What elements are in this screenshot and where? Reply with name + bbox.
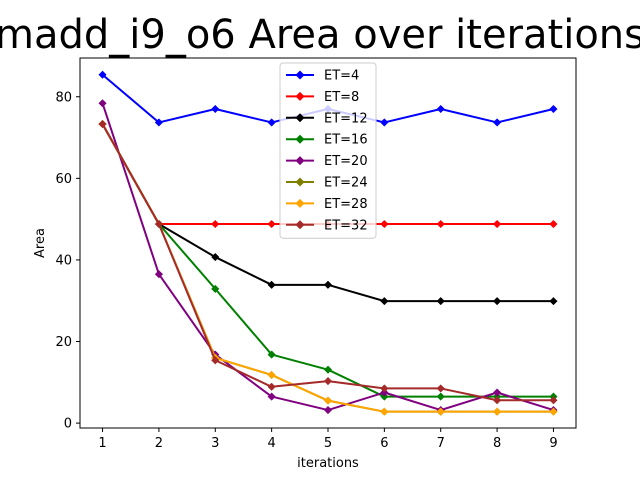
legend-label: ET=28 [324, 197, 368, 212]
data-point [98, 99, 107, 108]
data-point [267, 219, 276, 229]
data-point [323, 376, 333, 386]
x-tick-label: 2 [155, 436, 163, 451]
y-tick-label: 60 [55, 172, 72, 187]
y-axis: 0 20 40 60 80 [55, 90, 80, 432]
x-tick-label: 7 [437, 436, 445, 451]
data-point [436, 296, 445, 306]
data-point [380, 118, 389, 127]
y-tick-label: 20 [55, 335, 72, 350]
legend-marker [295, 70, 305, 80]
y-tick-label: 40 [55, 253, 72, 268]
x-tick-label: 8 [493, 436, 501, 451]
data-point [154, 219, 164, 229]
legend-label: ET=20 [324, 154, 368, 169]
data-point [492, 219, 502, 229]
legend-marker [295, 220, 305, 230]
legend-entry: ET=32 [286, 218, 368, 233]
legend-label: ET=8 [324, 90, 359, 105]
x-tick-label: 4 [267, 436, 275, 451]
data-point [98, 70, 107, 79]
data-point [380, 296, 389, 306]
data-point [267, 392, 276, 401]
legend-label: ET=4 [324, 69, 359, 84]
legend-marker [295, 113, 305, 123]
legend-entry: ET=24 [286, 176, 368, 191]
legend-label: ET=32 [324, 218, 368, 233]
legend-label: ET=12 [324, 111, 368, 126]
data-point [323, 280, 333, 289]
data-point [380, 407, 389, 416]
data-point [492, 118, 502, 127]
y-axis-label: Area [33, 228, 48, 258]
data-point [98, 119, 107, 129]
data-point [267, 370, 276, 380]
data-point [492, 396, 502, 405]
data-point [380, 219, 389, 229]
data-point [436, 104, 445, 114]
data-point [211, 284, 220, 294]
data-point [323, 405, 333, 415]
data-point [154, 270, 164, 279]
legend-marker [295, 198, 305, 208]
y-tick-label: 0 [64, 417, 72, 432]
data-point [323, 396, 333, 405]
data-point [436, 384, 445, 393]
x-tick-label: 6 [380, 436, 388, 451]
legend-marker [295, 156, 305, 166]
legend: ET=4 ET=8 ET=12 ET=16 ET=20 ET=24 ET=28 ET=32 [279, 62, 377, 239]
legend-entry: ET=4 [286, 69, 359, 84]
data-point [492, 296, 502, 306]
x-axis: 1 2 3 4 5 6 7 8 9 [98, 428, 558, 451]
data-point [436, 392, 445, 401]
data-point [323, 365, 333, 374]
x-tick-label: 1 [98, 436, 106, 451]
data-point [436, 407, 445, 416]
data-point [267, 280, 276, 289]
x-tick-label: 3 [211, 436, 219, 451]
legend-entry: ET=8 [286, 90, 359, 105]
data-point [549, 407, 558, 416]
data-point [154, 118, 164, 127]
data-point [492, 407, 502, 416]
data-point [211, 252, 220, 262]
data-point [267, 118, 276, 127]
y-tick-label: 80 [55, 90, 72, 105]
data-point [549, 296, 558, 306]
legend-label: ET=24 [324, 176, 368, 191]
x-tick-label: 5 [324, 436, 332, 451]
legend-entry: ET=20 [286, 154, 368, 169]
legend-entry: ET=12 [286, 111, 368, 126]
legend-marker [295, 177, 305, 187]
data-point [267, 382, 276, 391]
legend-entry: ET=28 [286, 197, 368, 212]
data-point [436, 219, 445, 229]
legend-marker [295, 134, 305, 144]
data-point [549, 219, 558, 229]
legend-label: ET=16 [324, 133, 368, 148]
data-point [211, 219, 220, 229]
data-point [380, 384, 389, 393]
data-point [549, 396, 558, 405]
legend-entry: ET=16 [286, 133, 368, 148]
data-point [267, 350, 276, 359]
x-tick-label: 9 [549, 436, 557, 451]
series-et-32 [98, 119, 558, 405]
data-point [211, 104, 220, 114]
chart-title: madd_i9_o6 Area over iterations [0, 12, 640, 58]
data-point [211, 356, 220, 365]
data-point [549, 104, 558, 114]
legend-box [279, 62, 377, 239]
x-axis-label: iterations [297, 456, 359, 471]
legend-marker [295, 91, 305, 101]
